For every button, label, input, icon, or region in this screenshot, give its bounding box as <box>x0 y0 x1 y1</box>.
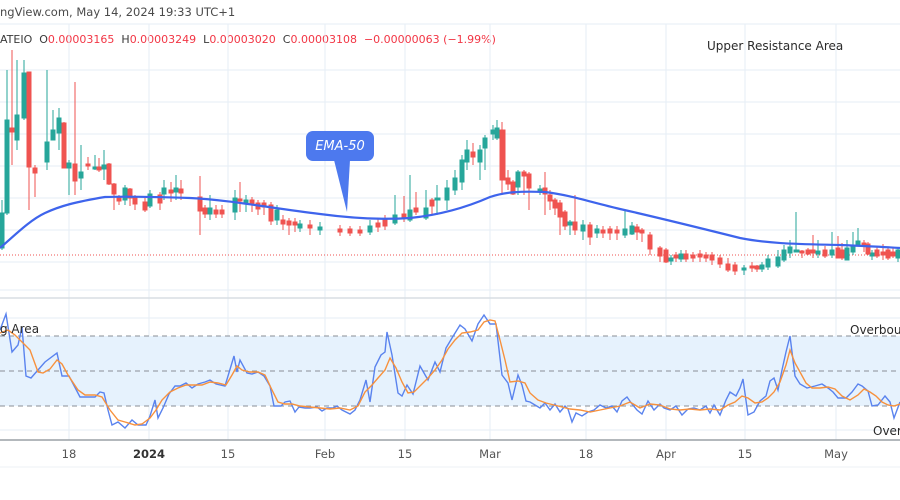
x-tick-label: 15 <box>737 447 753 461</box>
stoch-k-line <box>0 311 900 429</box>
x-tick-label: 18 <box>578 447 594 461</box>
x-tick-label: 15 <box>397 447 413 461</box>
stoch-levels <box>0 335 900 407</box>
chart-source-header: ngView.com, May 14, 2024 19:33 UTC+1 <box>0 5 236 19</box>
stoch-d-line <box>0 319 900 426</box>
overbought-label: Overbou <box>850 323 900 337</box>
x-tick-label: 18 <box>61 447 77 461</box>
open-value: 0.00003165 <box>47 33 115 46</box>
x-tick-label: 15 <box>220 447 236 461</box>
overbought-area-label: g Area <box>0 322 40 336</box>
x-tick-label: Apr <box>656 447 676 461</box>
high-value: 0.00003249 <box>129 33 197 46</box>
low-value: 0.00003020 <box>209 33 276 46</box>
close-value: 0.00003108 <box>290 33 357 46</box>
upper-resistance-label: Upper Resistance Area <box>707 39 844 53</box>
symbol-label: ATEIO <box>0 33 33 46</box>
oversold-label: Over <box>873 424 900 438</box>
x-tick-label: 2024 <box>132 447 166 461</box>
x-tick-label: May <box>824 447 848 461</box>
x-tick-label: Mar <box>479 447 501 461</box>
change-value: −0.00000063 (−1.99%) <box>363 33 496 46</box>
ema-50-line <box>0 190 900 250</box>
ohlc-legend: ATEIO O0.00003165 H0.00003249 L0.0000302… <box>0 33 496 46</box>
ema-50-callout: EMA-50 <box>306 131 374 161</box>
x-tick-label: Feb <box>314 447 336 461</box>
